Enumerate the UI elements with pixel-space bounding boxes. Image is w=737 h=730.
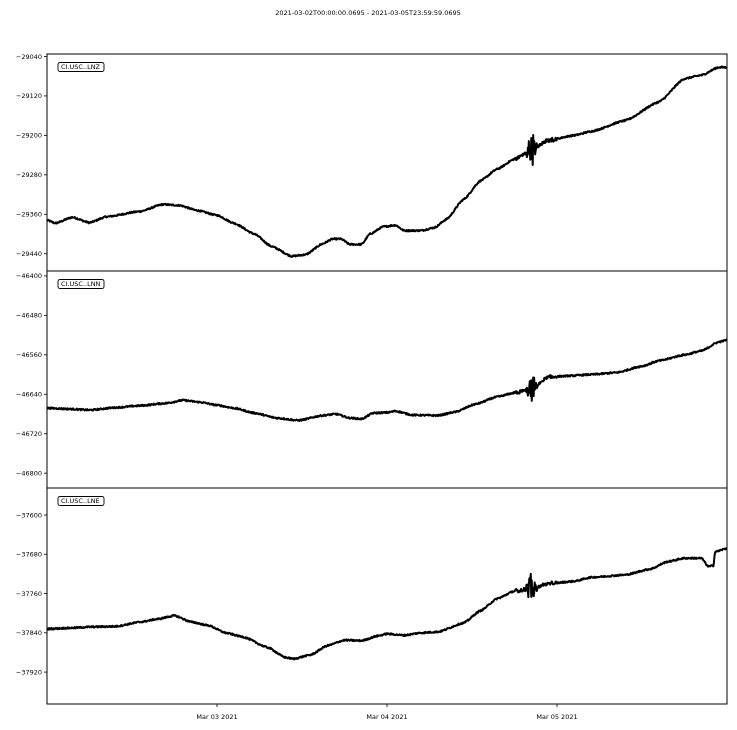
- y-tick-label: −46720: [16, 430, 42, 438]
- trace-line: [47, 65, 727, 258]
- y-tick-label: −37920: [16, 668, 42, 676]
- legend-box: [57, 496, 105, 506]
- legend-label: CI.USC..LNZ: [61, 63, 101, 71]
- y-tick-label: −46400: [16, 272, 42, 280]
- panel-frame: [46, 53, 728, 272]
- y-tick-label: −29040: [16, 53, 42, 61]
- y-tick-label: −29440: [16, 250, 42, 258]
- trace-line: [47, 338, 727, 423]
- y-tick-label: −37680: [16, 551, 42, 559]
- legend: CI.USC..LNE: [57, 496, 105, 506]
- y-tick-label: −37760: [16, 590, 42, 598]
- legend: CI.USC..LNN: [57, 279, 105, 289]
- y-tick-label: −46560: [16, 351, 42, 359]
- panels-group: −29040 −29120 −29200 −29280 −29360 −29440 CI.U…: [16, 53, 728, 705]
- y-tick-label: −37840: [16, 629, 42, 637]
- x-tick-label: Mar 03 2021: [196, 713, 237, 721]
- x-tick-label: Mar 04 2021: [366, 713, 407, 721]
- legend-box: [57, 279, 105, 289]
- legend-label: CI.USC..LNE: [61, 497, 100, 505]
- y-tick-label: −46800: [16, 470, 42, 478]
- panel-ci-usc--lnz: −29040 −29120 −29200 −29280 −29360 −29440 CI.U…: [16, 53, 728, 272]
- y-tick-label: −29120: [16, 92, 42, 100]
- x-axis: Mar 03 2021 Mar 04 2021 Mar 05 2021: [196, 704, 578, 721]
- panel-frame: [46, 270, 728, 489]
- y-tick-label: −46640: [16, 391, 42, 399]
- y-tick-label: −29360: [16, 211, 42, 219]
- y-tick-label: −29280: [16, 171, 42, 179]
- trace-line: [47, 547, 727, 661]
- x-tick-label: Mar 05 2021: [536, 713, 577, 721]
- legend-box: [57, 62, 105, 72]
- panel-ci-usc--lnn: −46400 −46480 −46560 −46640 −46720 −46800 CI.U…: [16, 270, 728, 489]
- legend-label: CI.USC..LNN: [61, 280, 101, 288]
- panel-frame: [46, 487, 728, 705]
- y-tick-label: −37600: [16, 511, 42, 519]
- y-tick-label: −29200: [16, 132, 42, 140]
- legend: CI.USC..LNZ: [57, 62, 105, 72]
- panel-ci-usc--lne: −37600 −37680 −37760 −37840 −37920 CI.USC..LN…: [16, 487, 728, 705]
- figure-title: 2021-03-02T00:00:00.0695 - 2021-03-05T23…: [275, 9, 461, 17]
- y-tick-label: −46480: [16, 312, 42, 320]
